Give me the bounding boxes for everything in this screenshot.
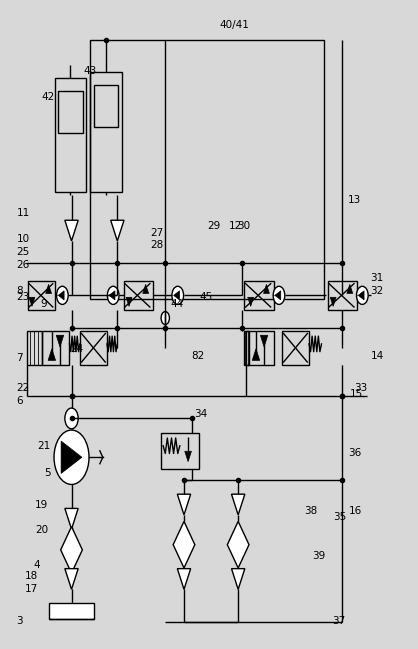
Polygon shape [330,297,336,306]
Polygon shape [260,336,268,347]
Text: 12: 12 [229,221,242,231]
Text: 3: 3 [17,616,23,626]
Bar [55,79,86,191]
Text: 28: 28 [150,241,163,251]
Circle shape [65,408,78,429]
Bar [161,434,199,469]
Text: 11: 11 [17,208,30,218]
Polygon shape [358,291,364,300]
Polygon shape [177,494,191,515]
Bar [58,92,83,134]
Polygon shape [173,291,179,300]
Text: 27: 27 [150,228,163,238]
Polygon shape [126,297,132,306]
Polygon shape [173,521,195,568]
Text: 30: 30 [237,221,250,231]
Text: 9: 9 [40,299,47,309]
Polygon shape [248,297,254,306]
Polygon shape [177,569,191,589]
Polygon shape [109,291,115,300]
Text: 13: 13 [347,195,361,205]
Text: 25: 25 [17,247,30,257]
Text: 16: 16 [349,506,362,516]
Polygon shape [61,441,82,474]
Polygon shape [56,336,64,347]
Text: 22: 22 [17,383,30,393]
Circle shape [107,286,119,304]
Polygon shape [58,291,64,300]
Text: 4: 4 [33,560,40,570]
Bar [247,331,273,365]
Circle shape [273,286,285,304]
Circle shape [172,286,184,304]
Bar [90,72,122,191]
Polygon shape [65,569,78,589]
Polygon shape [65,220,78,241]
Text: 20: 20 [35,526,48,535]
Bar [42,331,69,365]
Bar [328,281,357,310]
Polygon shape [48,349,56,360]
Circle shape [161,312,169,324]
Bar [28,281,55,310]
Text: 6: 6 [17,396,23,406]
Text: 24: 24 [71,344,84,354]
Text: 35: 35 [333,513,347,522]
Text: 19: 19 [35,500,48,509]
Polygon shape [29,297,35,306]
Text: 8: 8 [17,286,23,296]
Circle shape [56,286,68,304]
Text: 7: 7 [17,353,23,363]
Polygon shape [65,508,78,529]
Bar [80,331,107,365]
Text: 18: 18 [25,570,38,581]
Bar [245,331,249,365]
Text: 33: 33 [354,383,367,393]
Text: 45: 45 [200,292,213,302]
Text: 29: 29 [207,221,220,231]
Bar [48,603,94,619]
Text: 14: 14 [371,350,384,361]
Circle shape [54,430,89,484]
Bar [90,40,324,299]
Text: 37: 37 [332,616,345,626]
Polygon shape [185,451,191,461]
Text: 21: 21 [37,441,51,451]
Bar [26,331,42,365]
Text: 23: 23 [17,292,30,302]
Text: 32: 32 [371,286,384,296]
Text: 40/41: 40/41 [219,20,249,31]
Text: 39: 39 [312,552,326,561]
Text: 82: 82 [191,350,205,361]
Text: 26: 26 [17,260,30,270]
Polygon shape [143,284,148,293]
Bar [282,331,309,365]
Text: 5: 5 [44,469,51,478]
Text: 15: 15 [350,389,363,399]
Circle shape [357,286,368,304]
Polygon shape [111,220,124,241]
Text: 31: 31 [371,273,384,283]
Text: 42: 42 [41,92,55,101]
Polygon shape [227,521,249,568]
Text: 10: 10 [17,234,30,244]
Polygon shape [61,526,82,573]
Bar [124,281,153,310]
Polygon shape [264,284,270,293]
Polygon shape [232,494,245,515]
Text: 34: 34 [194,409,208,419]
Bar [245,281,273,310]
Bar [94,85,118,127]
Text: 17: 17 [25,583,38,594]
Text: 36: 36 [349,448,362,458]
Text: 38: 38 [304,506,317,516]
Polygon shape [347,284,353,293]
Polygon shape [275,291,281,300]
Polygon shape [252,349,260,360]
Text: 43: 43 [83,66,97,76]
Text: 44: 44 [171,299,184,309]
Polygon shape [232,569,245,589]
Polygon shape [46,284,51,293]
